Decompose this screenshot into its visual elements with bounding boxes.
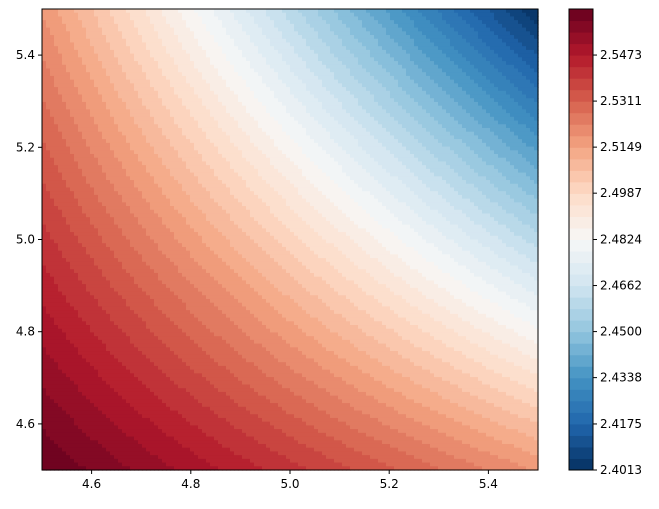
colorbar-band xyxy=(569,193,593,205)
colorbar-band xyxy=(569,78,593,90)
colorbar-band xyxy=(569,401,593,413)
colorbar-band xyxy=(569,286,593,298)
colorbar-axis: 2.4013 2.4175 2.4338 2.4500 2.4662 2.4824 2.49… xyxy=(593,48,642,477)
colorbar-band xyxy=(569,435,593,447)
colorbar-band xyxy=(569,101,593,113)
colorbar-band xyxy=(569,366,593,378)
colorbar xyxy=(569,9,593,471)
colorbar-band xyxy=(569,297,593,309)
colorbar-band xyxy=(569,424,593,436)
colorbar-band xyxy=(569,216,593,228)
colorbar-band xyxy=(569,251,593,263)
colorbar-tick-label: 2.4500 xyxy=(600,325,642,339)
colorbar-band xyxy=(569,378,593,390)
colorbar-tick-label: 2.4338 xyxy=(600,371,642,385)
x-tick-label: 4.6 xyxy=(82,477,101,491)
colorbar-band xyxy=(569,124,593,136)
colorbar-tick-label: 2.4662 xyxy=(600,279,642,293)
colorbar-band xyxy=(569,320,593,332)
y-tick-label: 5.2 xyxy=(16,140,35,154)
colorbar-band xyxy=(569,9,593,21)
colorbar-band xyxy=(569,44,593,56)
colorbar-band xyxy=(569,447,593,459)
colorbar-tick-label: 2.5149 xyxy=(600,140,642,154)
x-axis: 4.6 4.8 5.0 5.2 5.4 xyxy=(82,470,498,491)
colorbar-band xyxy=(569,343,593,355)
x-tick-label: 5.0 xyxy=(280,477,299,491)
colorbar-tick-label: 2.5473 xyxy=(600,48,642,62)
colorbar-band xyxy=(569,332,593,344)
colorbar-band xyxy=(569,147,593,159)
colorbar-band xyxy=(569,182,593,194)
colorbar-band xyxy=(569,90,593,102)
colorbar-band xyxy=(569,159,593,171)
colorbar-band xyxy=(569,240,593,252)
colorbar-band xyxy=(569,136,593,148)
colorbar-band xyxy=(569,67,593,79)
colorbar-band xyxy=(569,170,593,182)
colorbar-band xyxy=(569,228,593,240)
colorbar-band xyxy=(569,389,593,401)
colorbar-band xyxy=(569,55,593,67)
contour-fill xyxy=(42,9,539,471)
colorbar-tick-label: 2.4987 xyxy=(600,186,642,200)
colorbar-band xyxy=(569,21,593,33)
x-tick-label: 5.4 xyxy=(479,477,498,491)
colorbar-band xyxy=(569,355,593,367)
colorbar-band xyxy=(569,113,593,125)
colorbar-band xyxy=(569,412,593,424)
y-tick-label: 4.6 xyxy=(16,417,35,431)
y-tick-label: 5.4 xyxy=(16,48,35,62)
colorbar-band xyxy=(569,458,593,470)
colorbar-tick-label: 2.4013 xyxy=(600,463,642,477)
colorbar-band xyxy=(569,309,593,321)
x-tick-label: 4.8 xyxy=(181,477,200,491)
y-tick-label: 5.0 xyxy=(16,233,35,247)
x-tick-label: 5.2 xyxy=(380,477,399,491)
colorbar-band xyxy=(569,274,593,286)
y-tick-label: 4.8 xyxy=(16,325,35,339)
colorbar-band xyxy=(569,32,593,44)
colorbar-band xyxy=(569,263,593,275)
y-axis: 4.6 4.8 5.0 5.2 5.4 xyxy=(16,48,42,431)
colorbar-tick-label: 2.4824 xyxy=(600,233,642,247)
colorbar-band xyxy=(569,205,593,217)
colorbar-tick-label: 2.5311 xyxy=(600,94,642,108)
colorbar-tick-label: 2.4175 xyxy=(600,417,642,431)
